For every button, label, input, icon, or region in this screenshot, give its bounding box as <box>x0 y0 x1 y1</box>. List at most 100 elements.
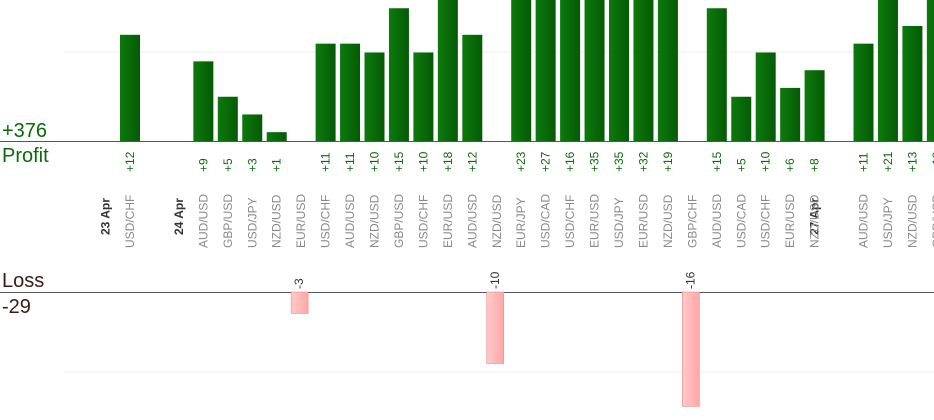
profit-bar <box>266 132 287 141</box>
profit-value-label: +35 <box>588 151 602 172</box>
profit-bar <box>315 43 336 141</box>
profit-bar <box>633 0 654 142</box>
pair-label: GBP/USD <box>392 194 406 248</box>
profit-value-label: +3 <box>245 158 259 172</box>
profit-value-label: +11 <box>343 152 357 172</box>
profit-value-label: +18 <box>930 151 934 172</box>
profit-value-label: +10 <box>368 151 382 172</box>
loss-bar <box>486 291 505 364</box>
pair-label: EUR/USD <box>441 194 455 248</box>
profit-bar <box>340 43 361 141</box>
profit-bar <box>731 96 752 141</box>
profit-value-label: +18 <box>441 151 455 172</box>
pair-label: AUD/USD <box>465 194 479 248</box>
profit-value-label: +27 <box>539 151 553 172</box>
profit-bar <box>706 8 727 141</box>
profit-bar <box>560 0 581 142</box>
pair-label: EUR/USD <box>294 194 308 248</box>
pair-label: USD/JPY <box>245 197 259 248</box>
profit-value-label: +11 <box>857 152 871 172</box>
pair-label: USD/CHF <box>759 195 773 248</box>
profit-bar <box>217 96 238 141</box>
loss-total: -29 <box>2 296 31 318</box>
profit-bar <box>242 114 263 141</box>
profit-label: Profit <box>2 145 49 167</box>
pair-label: GBP/CHF <box>685 195 699 248</box>
profit-bar <box>609 0 629 142</box>
profit-bar <box>364 52 385 141</box>
pair-label: NZD/USD <box>808 194 822 248</box>
profit-bar <box>511 0 532 142</box>
pair-label: EUR/JPY <box>514 197 528 248</box>
profit-bar <box>657 0 678 142</box>
profit-value-label: +19 <box>661 151 675 172</box>
profit-bar <box>437 0 458 142</box>
profit-bar <box>413 52 434 141</box>
loss-bar <box>290 291 309 314</box>
profit-bar <box>193 61 214 141</box>
profit-value-label: +23 <box>514 151 528 172</box>
profit-value-label: +5 <box>221 158 235 172</box>
profit-value-label: +6 <box>783 158 797 172</box>
profit-value-label: +12 <box>123 151 137 172</box>
profit-value-label: +12 <box>465 151 479 172</box>
pair-label: GBP/USD <box>930 194 934 248</box>
profit-value-label: +13 <box>905 151 919 172</box>
profit-value-label: +10 <box>759 151 773 172</box>
profit-value-label: +1 <box>270 158 284 172</box>
profit-bar <box>535 0 556 142</box>
profit-bar <box>853 43 874 141</box>
pair-label: USD/CHF <box>563 195 577 248</box>
pair-label: NZD/USD <box>270 194 284 248</box>
profit-value-label: +15 <box>710 151 724 172</box>
profit-total: +376 <box>2 120 48 142</box>
profit-value-label: +11 <box>319 152 333 172</box>
profit-bar <box>926 0 934 142</box>
profit-bar <box>120 34 140 141</box>
profit-value-label: +21 <box>881 151 895 172</box>
pair-label: USD/JPY <box>881 197 895 248</box>
pair-label: NZD/USD <box>905 194 919 248</box>
pair-label: AUD/USD <box>710 194 724 248</box>
pair-label: AUD/USD <box>343 194 357 248</box>
profit-value-label: +35 <box>612 151 626 172</box>
pair-label: EUR/USD <box>783 194 797 248</box>
pair-label: USD/CAD <box>539 194 553 248</box>
pair-label: AUD/USD <box>196 194 210 248</box>
loss-label: Loss <box>2 270 45 292</box>
date-label: 24 Apr <box>172 198 186 235</box>
date-label: 23 Apr <box>99 198 113 235</box>
pair-label: USD/CHF <box>319 195 333 248</box>
profit-bar <box>780 87 801 141</box>
profit-value-label: +8 <box>808 158 822 172</box>
profit-bar <box>804 70 825 141</box>
pair-label: USD/CHF <box>416 195 430 248</box>
profit-bar <box>902 25 923 142</box>
profit-value-label: +32 <box>636 151 650 172</box>
profit-bar <box>388 8 409 141</box>
profit-value-label: +16 <box>563 151 577 172</box>
pair-label: NZD/USD <box>368 194 382 248</box>
loss-value-label: -10 <box>488 271 502 289</box>
pair-label: USD/CAD <box>734 194 748 248</box>
profit-value-label: +9 <box>196 158 210 172</box>
pair-label: NZD/USD <box>490 194 504 248</box>
loss-value-label: -3 <box>292 278 306 289</box>
profit-bar <box>584 0 605 142</box>
profit-value-label: +15 <box>392 151 406 172</box>
date-label: 27 Apr <box>808 198 822 235</box>
profit-bar <box>462 34 483 141</box>
pair-label: GBP/USD <box>221 194 235 248</box>
pair-label: EUR/USD <box>588 194 602 248</box>
pair-label: AUD/USD <box>857 194 871 248</box>
profit-value-label: +10 <box>416 151 430 172</box>
pair-label: USD/CHF <box>123 195 137 248</box>
pair-label: NZD/USD <box>661 194 675 248</box>
loss-bar <box>682 291 700 407</box>
pair-label: USD/JPY <box>612 197 626 248</box>
profit-value-label: +5 <box>734 158 748 172</box>
loss-value-label: -16 <box>683 271 697 289</box>
profit-bar <box>755 52 776 141</box>
